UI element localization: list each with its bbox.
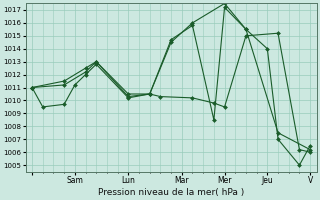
X-axis label: Pression niveau de la mer( hPa ): Pression niveau de la mer( hPa )	[98, 188, 244, 197]
